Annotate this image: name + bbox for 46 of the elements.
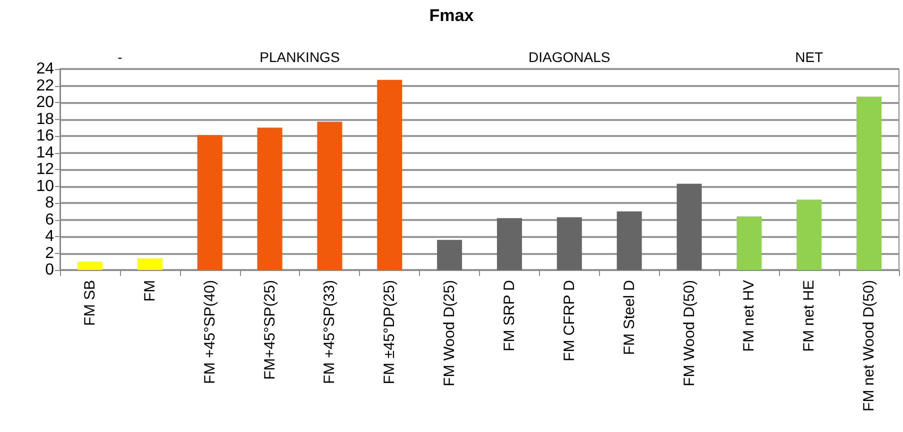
bar	[616, 211, 642, 270]
bar	[676, 184, 702, 270]
y-tick-label: 8	[45, 194, 54, 212]
x-tick-label: FM	[141, 280, 158, 302]
y-tick-label: 16	[36, 128, 54, 144]
y-tick-label: 6	[45, 211, 54, 228]
bar	[77, 262, 102, 270]
x-tick-label: FM CFRP D	[560, 280, 578, 362]
x-tick-label: FM SB	[81, 280, 98, 326]
bar	[137, 258, 162, 270]
text: NET	[795, 49, 824, 65]
bar	[377, 80, 402, 270]
x-tick-label: FM +45°SP(33)	[321, 280, 338, 384]
bar	[796, 200, 822, 270]
bar	[317, 122, 342, 270]
text: PLANKINGS	[260, 49, 340, 65]
bar	[257, 128, 282, 270]
text: DIAGONALS	[528, 49, 610, 65]
y-tick-label: 4	[45, 228, 54, 245]
x-tick-label: FM +45°SP(40)	[201, 280, 218, 384]
x-tick-label: FM net Wood D(50)	[860, 280, 878, 412]
x-tick-label: FM SRP D	[500, 280, 518, 352]
bar	[856, 96, 882, 270]
chart-title: Fmax	[429, 6, 474, 25]
x-tick-label: FM net HV	[740, 280, 758, 352]
x-tick-label: FM Wood D(25)	[441, 280, 458, 386]
y-tick-label: 12	[36, 161, 54, 178]
x-tick-label: FM net HE	[800, 280, 818, 352]
y-tick-label: 2	[45, 244, 54, 262]
bar	[496, 218, 522, 270]
y-tick-label: 24	[36, 60, 54, 78]
bar	[556, 217, 582, 270]
bar	[197, 135, 222, 270]
bar	[437, 240, 462, 270]
x-tick-label: FM ±45°DP(25)	[381, 280, 398, 384]
bar	[736, 216, 762, 270]
x-tick-label: FM+45°SP(25)	[261, 280, 278, 380]
y-tick-label: 20	[36, 94, 54, 111]
y-tick-label: 18	[36, 110, 54, 128]
y-tick-label: 14	[36, 144, 54, 162]
x-tick-label: FM Wood D(50)	[680, 280, 698, 386]
x-tick-label: FM Steel D	[620, 280, 638, 356]
y-tick-label: 0	[45, 262, 54, 278]
y-tick-label: 10	[36, 178, 54, 195]
text: -	[118, 49, 123, 65]
y-tick-label: 22	[36, 77, 54, 94]
